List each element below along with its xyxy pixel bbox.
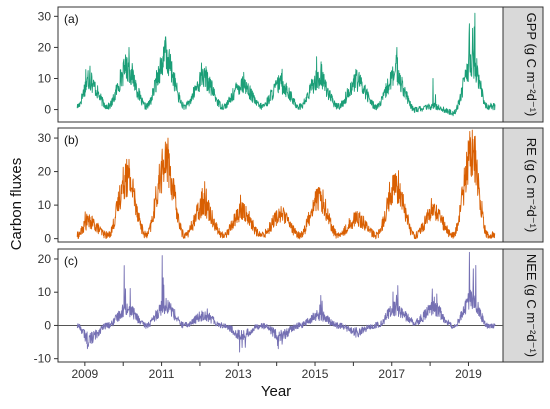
y-tick-label: 30 [38,9,52,23]
x-tick-label: 2019 [455,367,482,381]
facet-strip [502,6,544,123]
y-tick-label: 0 [44,103,51,117]
panel-gpp: GPP (g C m⁻²d⁻¹) 0 10 20 30 (a) [38,6,544,123]
series-line [76,129,496,240]
y-tick-label: 10 [38,198,52,212]
panel-frame [57,6,504,123]
panel-re: RE (g C m⁻²d⁻¹) 0 10 20 30 (b) [38,127,544,246]
y-tick-label: 10 [38,71,52,85]
y-tick-label: 10 [38,285,52,299]
y-tick-label: 0 [44,232,51,246]
y-tick-label: 0 [44,318,51,332]
panel-label: (b) [64,133,79,147]
facet-strip-label: NEE (g C m⁻²d⁻¹) [524,254,539,357]
panel-label: (a) [64,12,79,26]
panel-frame [57,127,504,243]
y-axis-title: Carbon fluxes [8,158,25,251]
facet-strip-label: RE (g C m⁻²d⁻¹) [524,138,539,233]
y-tick-label: 30 [38,131,52,145]
x-tick-label: 2013 [225,367,252,381]
x-tick-label: 2011 [149,367,175,381]
x-tick-label: 2015 [302,367,329,381]
panels: GPP (g C m⁻²d⁻¹) 0 10 20 30 (a) RE (g C m⁻²d⁻¹… [34,6,544,366]
x-tick-label: 2017 [378,367,405,381]
y-tick-label: -10 [34,352,52,366]
y-tick-label: 20 [38,165,52,179]
facet-strip-label: GPP (g C m⁻²d⁻¹) [524,13,539,117]
panel-label: (c) [64,254,78,268]
x-tick-label: 2009 [72,367,99,381]
panel-frame [57,248,504,363]
y-tick-label: 20 [38,252,52,266]
series-line [76,251,496,353]
y-tick-label: 20 [38,40,52,54]
x-axis-title: Year [261,383,291,400]
panel-nee: NEE (g C m⁻²d⁻¹) -10 0 10 20 (c) [34,248,544,366]
x-axis: 2009 2011 2013 2015 2017 2019 [72,362,482,381]
series-line [76,12,496,117]
